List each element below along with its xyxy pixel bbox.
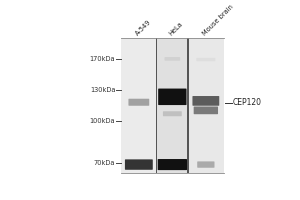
Bar bbox=[121, 38, 157, 173]
FancyBboxPatch shape bbox=[196, 58, 215, 61]
Text: Mouse brain: Mouse brain bbox=[202, 3, 235, 36]
Text: A-549: A-549 bbox=[135, 18, 152, 36]
Bar bbox=[121, 38, 224, 173]
Text: 170kDa: 170kDa bbox=[90, 56, 116, 62]
FancyBboxPatch shape bbox=[194, 107, 218, 114]
FancyBboxPatch shape bbox=[158, 89, 187, 105]
Bar bbox=[157, 38, 188, 173]
Text: 130kDa: 130kDa bbox=[90, 87, 116, 93]
Bar bbox=[187, 38, 189, 173]
FancyBboxPatch shape bbox=[193, 96, 219, 106]
Text: 70kDa: 70kDa bbox=[94, 160, 116, 166]
Text: CEP120: CEP120 bbox=[233, 98, 262, 107]
FancyBboxPatch shape bbox=[163, 111, 182, 116]
FancyBboxPatch shape bbox=[125, 159, 153, 170]
Text: 100kDa: 100kDa bbox=[90, 118, 116, 124]
Bar bbox=[156, 38, 158, 173]
FancyBboxPatch shape bbox=[197, 161, 214, 168]
FancyBboxPatch shape bbox=[158, 159, 187, 170]
FancyBboxPatch shape bbox=[128, 99, 149, 106]
Text: HeLa: HeLa bbox=[168, 20, 184, 36]
Bar bbox=[188, 38, 224, 173]
FancyBboxPatch shape bbox=[164, 57, 180, 61]
